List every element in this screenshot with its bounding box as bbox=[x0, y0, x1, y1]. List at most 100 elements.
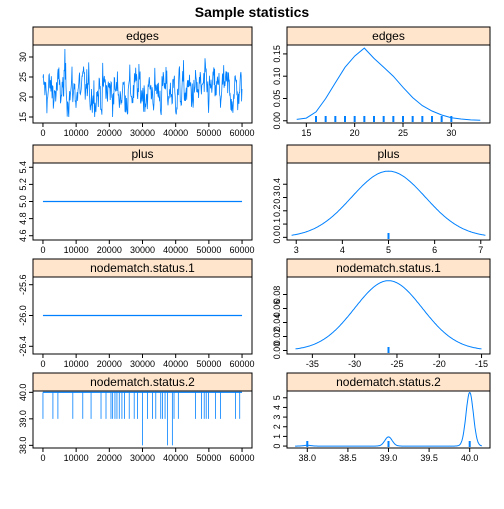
x-tick-label: 6 bbox=[432, 245, 437, 255]
y-tick-label: -25.6 bbox=[18, 274, 28, 295]
density-nodematch-status-1-panel: nodematch.status.1-35 -30 -25 -20 -150.000.0… bbox=[272, 258, 491, 369]
x-tick-label: 60000 bbox=[230, 245, 255, 255]
x-tick-label: 60000 bbox=[230, 453, 255, 463]
x-tick-label: -15 bbox=[475, 359, 488, 369]
figure-title: Sample statistics bbox=[195, 4, 310, 20]
density-nodematch-status-2-strip-label: nodematch.status.2 bbox=[336, 375, 441, 389]
x-tick-label: 40000 bbox=[163, 359, 188, 369]
y-tick-label: 0.06 bbox=[272, 300, 282, 318]
density-nodematch-status-1-data bbox=[295, 280, 482, 353]
x-tick-label: 10000 bbox=[64, 359, 89, 369]
y-tick-label: 0.00 bbox=[272, 112, 282, 130]
x-tick-label: -30 bbox=[348, 359, 361, 369]
y-tick-label: 0.08 bbox=[272, 286, 282, 304]
x-tick-label: 50000 bbox=[196, 453, 221, 463]
trace-nodematch-status-1-y-axis: -26.4 -26.0 -25.6 bbox=[18, 274, 33, 357]
density-nodematch-status-2-y-axis: 0 1 2 3 4 5 bbox=[272, 395, 287, 449]
x-tick-label: 0 bbox=[40, 359, 45, 369]
x-tick-label: 3 bbox=[294, 245, 299, 255]
density-plus-strip-label: plus bbox=[377, 147, 399, 161]
x-tick-label: 30000 bbox=[130, 128, 155, 138]
density-edges-x-axis: 15 20 25 30 bbox=[301, 123, 456, 138]
trace-nodematch-status-2-y-axis: 38.0 39.0 40.0 bbox=[18, 384, 33, 455]
x-tick-label: 38.0 bbox=[299, 453, 317, 463]
y-tick-label: 0.15 bbox=[272, 45, 282, 63]
trace-edges-x-axis: 0 10000 20000 30000 40000 50000 60000 bbox=[40, 123, 255, 138]
trace-nodematch-status-2-data bbox=[42, 391, 243, 446]
x-tick-label: 7 bbox=[478, 245, 483, 255]
y-tick-label: 0.04 bbox=[272, 314, 282, 332]
x-tick-label: 30000 bbox=[130, 245, 155, 255]
y-tick-label: 30 bbox=[18, 52, 28, 62]
density-edges-panel: edges 15 20 25 30 0.00 0.05 0.10 0.15 bbox=[272, 26, 491, 138]
x-tick-label: 5 bbox=[386, 245, 391, 255]
trace-plus-x-axis: 0 10000 20000 30000 40000 50000 60000 bbox=[40, 240, 255, 255]
x-tick-label: 10000 bbox=[64, 453, 89, 463]
y-tick-label: 15 bbox=[18, 112, 28, 122]
x-tick-label: 10000 bbox=[64, 128, 89, 138]
density-nodematch-status-1-x-axis: -35 -30 -25 -20 -15 bbox=[306, 354, 488, 369]
density-edges-strip-label: edges bbox=[372, 29, 405, 43]
y-tick-label: 0.2 bbox=[272, 205, 282, 218]
y-tick-label: 5.2 bbox=[18, 178, 28, 191]
x-tick-label: 40000 bbox=[163, 453, 188, 463]
x-tick-label: 40000 bbox=[163, 245, 188, 255]
y-tick-label: 5.0 bbox=[18, 195, 28, 208]
density-nodematch-status-1-y-axis: 0.000.020.040.060.08 bbox=[272, 286, 287, 360]
trace-nodematch-status-2-strip-label: nodematch.status.2 bbox=[90, 375, 195, 389]
trace-line bbox=[42, 48, 243, 118]
x-tick-label: 0 bbox=[40, 453, 45, 463]
density-plus-x-axis: 3 4 5 6 7 bbox=[294, 240, 483, 255]
density-nodematch-status-1-frame bbox=[286, 276, 491, 355]
y-tick-label: 0 bbox=[272, 444, 282, 449]
density-plus-y-axis: 0.00.10.20.30.4 bbox=[272, 178, 287, 244]
x-tick-label: 10000 bbox=[64, 245, 89, 255]
x-tick-label: 40.0 bbox=[461, 453, 479, 463]
y-tick-label: 0.4 bbox=[272, 178, 282, 191]
density-nodematch-status-2-panel: nodematch.status.2 38.0 38.5 39.0 39.5 40.0 0 1… bbox=[272, 372, 491, 463]
x-tick-label: 39.5 bbox=[420, 453, 438, 463]
density-nodematch-status-2-x-axis: 38.0 38.5 39.0 39.5 40.0 bbox=[299, 448, 479, 463]
trace-nodematch-status-1-panel: nodematch.status.1 0 10000 20000 30000 40000 5… bbox=[18, 258, 255, 369]
x-tick-label: 20000 bbox=[97, 128, 122, 138]
x-tick-label: 20000 bbox=[97, 245, 122, 255]
trace-nodematch-status-1-x-axis: 0 10000 20000 30000 40000 50000 60000 bbox=[40, 354, 255, 369]
density-edges-data bbox=[296, 47, 481, 122]
trace-edges-strip-label: edges bbox=[126, 29, 159, 43]
y-tick-label: 0.00 bbox=[272, 342, 282, 360]
density-curve bbox=[291, 170, 486, 236]
density-plus-panel: plus 3 4 5 6 7 0.00.10.20.30.4 bbox=[272, 144, 491, 255]
x-tick-label: 38.5 bbox=[339, 453, 357, 463]
y-tick-label: 5.4 bbox=[18, 161, 28, 174]
y-tick-label: 1 bbox=[272, 434, 282, 439]
x-tick-label: 60000 bbox=[230, 359, 255, 369]
y-tick-label: 40.0 bbox=[18, 384, 28, 402]
x-tick-label: 50000 bbox=[196, 245, 221, 255]
x-tick-label: 50000 bbox=[196, 359, 221, 369]
y-tick-label: -26.4 bbox=[18, 336, 28, 357]
y-tick-label: 39.0 bbox=[18, 410, 28, 428]
trace-nodematch-status-2-x-axis: 0 10000 20000 30000 40000 50000 60000 bbox=[40, 448, 255, 463]
x-tick-label: 30000 bbox=[130, 453, 155, 463]
y-tick-label: 0.05 bbox=[272, 90, 282, 108]
x-tick-label: 20000 bbox=[97, 359, 122, 369]
density-plus-data bbox=[291, 170, 486, 239]
y-tick-label: 3 bbox=[272, 415, 282, 420]
trace-plus-strip-label: plus bbox=[131, 147, 153, 161]
y-tick-label: 38.0 bbox=[18, 437, 28, 455]
x-tick-label: 30 bbox=[446, 128, 456, 138]
trace-plus-y-axis: 4.6 4.8 5.0 5.2 5.4 bbox=[18, 161, 33, 242]
y-tick-label: 25 bbox=[18, 72, 28, 82]
y-tick-label: 5 bbox=[272, 395, 282, 400]
density-nodematch-status-2-frame bbox=[286, 390, 491, 449]
trace-nodematch-status-1-strip-label: nodematch.status.1 bbox=[90, 261, 195, 275]
y-tick-label: 0.0 bbox=[272, 231, 282, 244]
density-curve bbox=[296, 47, 481, 121]
x-tick-label: 20000 bbox=[97, 453, 122, 463]
y-tick-label: -26.0 bbox=[18, 305, 28, 326]
y-tick-label: 0.02 bbox=[272, 328, 282, 346]
y-tick-label: 2 bbox=[272, 424, 282, 429]
